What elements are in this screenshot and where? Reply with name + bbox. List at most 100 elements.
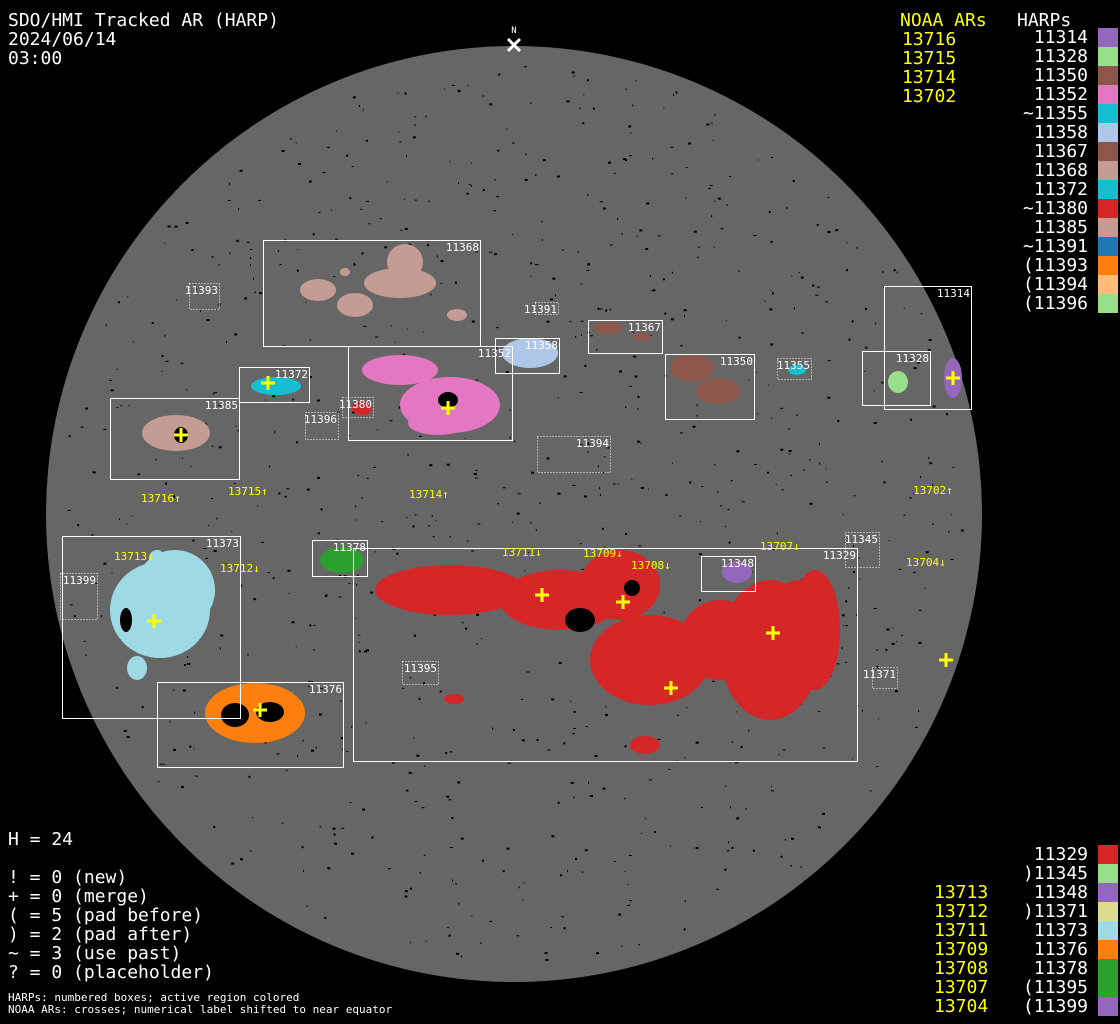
speckle — [817, 286, 820, 288]
speckle — [297, 249, 298, 250]
speckle — [387, 868, 391, 870]
speckle — [741, 501, 745, 503]
active-region-11373 — [149, 550, 165, 566]
speckle — [433, 613, 436, 616]
speckle — [625, 406, 627, 409]
speckle — [239, 169, 243, 172]
speckle — [404, 895, 408, 898]
harp-box-11373 — [62, 536, 241, 719]
speckle — [506, 128, 508, 130]
speckle — [249, 850, 252, 852]
speckle — [618, 913, 622, 916]
speckle — [609, 308, 611, 311]
speckle — [575, 858, 578, 860]
harp-box-11358 — [495, 338, 560, 374]
speckle — [873, 608, 877, 609]
speckle — [775, 484, 777, 485]
speckle — [526, 671, 530, 673]
speckle — [205, 557, 209, 559]
speckle — [493, 253, 497, 256]
speckle — [295, 646, 297, 648]
speckle — [825, 301, 829, 303]
harp-box-11352 — [348, 346, 513, 441]
speckle — [855, 614, 857, 617]
harp-legend-label: 11378 — [1033, 958, 1088, 979]
speckle — [683, 309, 687, 312]
speckle — [295, 142, 297, 144]
harp-box-11395 — [402, 661, 439, 685]
speckle — [409, 677, 412, 679]
noaa-cross-icon — [441, 401, 455, 415]
speckle — [790, 475, 793, 477]
speckle — [771, 790, 774, 792]
speckle — [561, 916, 565, 918]
speckle — [563, 927, 566, 930]
speckle — [891, 642, 895, 645]
active-region-11352 — [408, 411, 468, 435]
speckle — [561, 249, 564, 251]
speckle — [240, 858, 243, 861]
harp-legend-label: 11376 — [1033, 939, 1088, 960]
speckle — [753, 235, 757, 236]
speckle — [240, 584, 243, 587]
speckle — [909, 497, 913, 499]
speckle — [396, 552, 399, 555]
speckle — [776, 532, 778, 535]
speckle — [555, 294, 557, 297]
speckle — [800, 578, 802, 580]
speckle — [698, 599, 701, 602]
harp-color-swatch — [1098, 104, 1118, 123]
harp-legend-item: 11372 — [900, 180, 1120, 199]
harp-legend-label: (11394 — [1022, 274, 1088, 295]
speckle — [792, 180, 795, 183]
speckle — [278, 249, 279, 252]
harp-legend-item: 11376 13709 — [900, 940, 1120, 959]
speckle — [237, 430, 240, 432]
speckle — [418, 697, 421, 700]
speckle — [586, 79, 589, 82]
speckle — [339, 700, 342, 702]
speckle — [896, 271, 898, 274]
noaa-legend-item: 13713 — [934, 882, 989, 903]
speckle — [253, 598, 257, 601]
speckle — [473, 473, 477, 475]
harp-color-swatch — [1098, 978, 1118, 997]
speckle — [567, 869, 568, 872]
speckle — [324, 916, 327, 919]
harp-legend-item: (11393 — [900, 256, 1120, 275]
speckle — [475, 469, 478, 471]
speckle — [903, 307, 905, 309]
speckle — [582, 122, 585, 125]
speckle — [169, 720, 171, 723]
speckle — [366, 201, 369, 202]
speckle — [85, 407, 89, 410]
speckle — [592, 107, 595, 110]
harp-count: H = 24 — [8, 829, 74, 850]
speckle — [625, 533, 628, 535]
speckle — [770, 785, 772, 787]
speckle — [573, 796, 576, 798]
speckle — [366, 649, 369, 652]
harp-legend-label: 11368 — [1033, 160, 1088, 181]
active-region-11367 — [594, 322, 622, 334]
speckle — [302, 739, 304, 742]
speckle — [530, 522, 533, 524]
noaa-label: 13704↓ — [906, 556, 946, 569]
speckle — [881, 461, 884, 463]
speckle — [471, 320, 475, 323]
sunspot — [256, 702, 284, 722]
speckle — [176, 299, 178, 301]
speckle — [731, 846, 734, 849]
speckle — [414, 801, 418, 802]
speckle — [664, 312, 667, 315]
speckle — [541, 239, 544, 241]
harp-legend-label: 11358 — [1033, 122, 1088, 143]
speckle — [878, 718, 880, 720]
speckle — [599, 308, 603, 310]
speckle — [671, 173, 674, 175]
speckle — [511, 521, 513, 523]
harp-legend-item: (11399 13704 — [900, 997, 1120, 1016]
speckle — [457, 89, 461, 92]
speckle — [668, 769, 671, 770]
speckle — [449, 160, 451, 162]
